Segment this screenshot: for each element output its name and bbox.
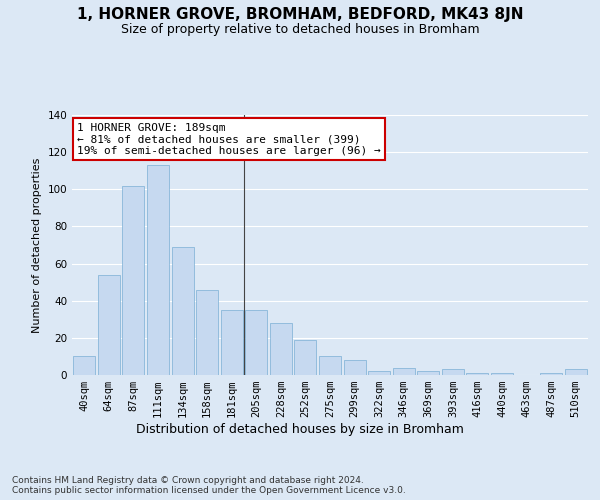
- Bar: [466, 373, 488, 375]
- Bar: [392, 368, 415, 375]
- Bar: [270, 323, 292, 375]
- Bar: [147, 165, 169, 375]
- Bar: [442, 370, 464, 375]
- Text: 1, HORNER GROVE, BROMHAM, BEDFORD, MK43 8JN: 1, HORNER GROVE, BROMHAM, BEDFORD, MK43 …: [77, 8, 523, 22]
- Text: Distribution of detached houses by size in Bromham: Distribution of detached houses by size …: [136, 422, 464, 436]
- Bar: [565, 370, 587, 375]
- Bar: [491, 373, 513, 375]
- Text: Contains HM Land Registry data © Crown copyright and database right 2024.
Contai: Contains HM Land Registry data © Crown c…: [12, 476, 406, 495]
- Bar: [344, 360, 365, 375]
- Bar: [295, 340, 316, 375]
- Text: Size of property relative to detached houses in Bromham: Size of property relative to detached ho…: [121, 22, 479, 36]
- Bar: [221, 310, 243, 375]
- Bar: [122, 186, 145, 375]
- Text: 1 HORNER GROVE: 189sqm
← 81% of detached houses are smaller (399)
19% of semi-de: 1 HORNER GROVE: 189sqm ← 81% of detached…: [77, 123, 381, 156]
- Bar: [368, 372, 390, 375]
- Bar: [196, 290, 218, 375]
- Bar: [319, 356, 341, 375]
- Y-axis label: Number of detached properties: Number of detached properties: [32, 158, 42, 332]
- Bar: [417, 372, 439, 375]
- Bar: [540, 373, 562, 375]
- Bar: [98, 274, 120, 375]
- Bar: [245, 310, 268, 375]
- Bar: [172, 247, 194, 375]
- Bar: [73, 356, 95, 375]
